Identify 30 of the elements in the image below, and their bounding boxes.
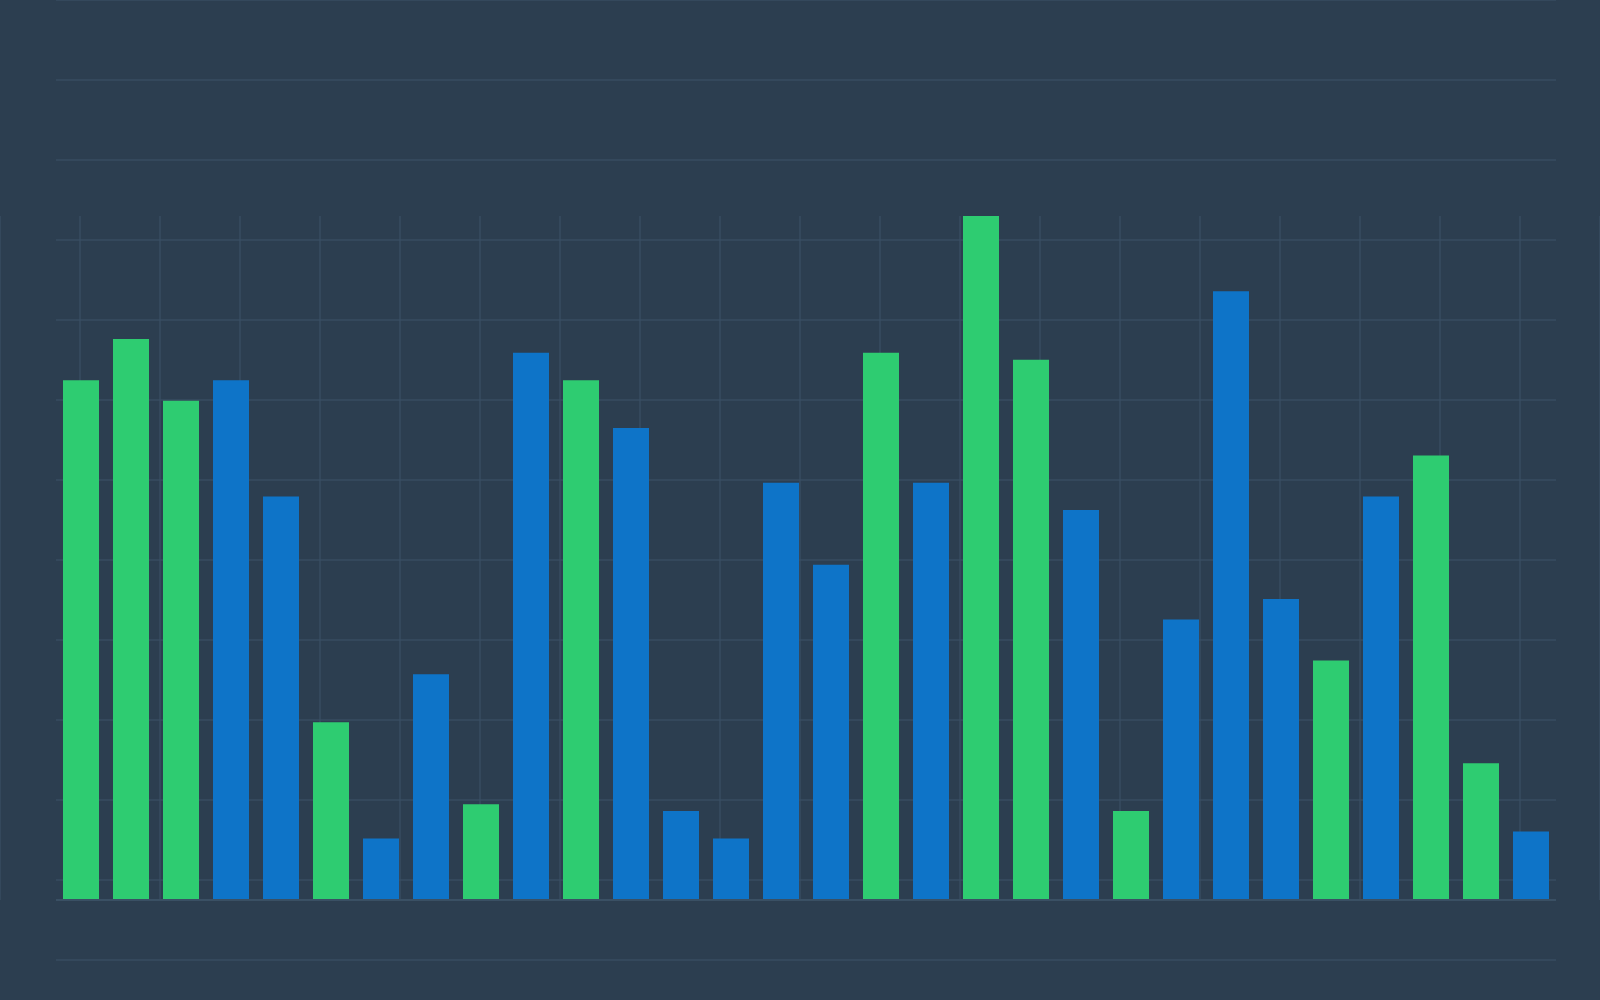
bar (963, 216, 999, 900)
bar (1363, 496, 1399, 900)
bar (1063, 510, 1099, 900)
bar (113, 339, 149, 900)
bar (1463, 763, 1499, 900)
bar (1013, 359, 1049, 900)
bar (263, 496, 299, 900)
bar (1163, 619, 1199, 900)
bar (913, 482, 949, 900)
bar (1413, 455, 1449, 900)
bar (313, 722, 349, 900)
bar (863, 352, 899, 900)
bar (613, 428, 649, 900)
bar (1513, 831, 1549, 900)
bar (1113, 811, 1149, 900)
bar (813, 564, 849, 900)
bar (713, 838, 749, 900)
bar (413, 674, 449, 900)
bar (363, 838, 399, 900)
bar (763, 482, 799, 900)
bar (563, 380, 599, 900)
bar (1213, 291, 1249, 900)
bar (513, 352, 549, 900)
bar (1313, 660, 1349, 900)
bar (63, 380, 99, 900)
bar (213, 380, 249, 900)
bar (163, 400, 199, 900)
bar (1263, 599, 1299, 900)
bar (463, 804, 499, 900)
bar (663, 811, 699, 900)
